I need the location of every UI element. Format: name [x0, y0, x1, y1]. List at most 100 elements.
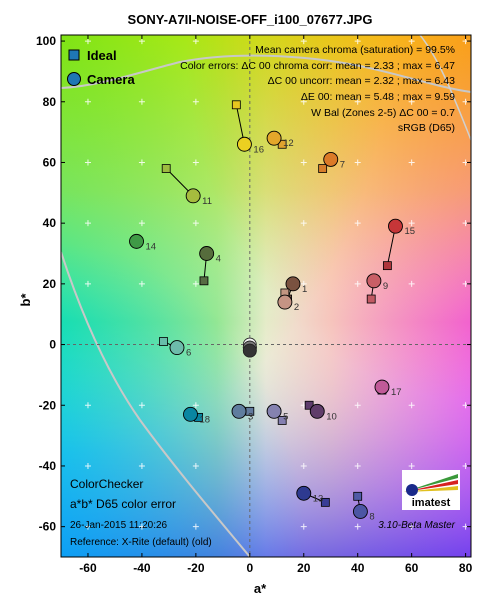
logo-globe-icon [406, 484, 418, 496]
camera-marker [352, 504, 368, 519]
camera-marker [366, 273, 382, 289]
ideal-marker [161, 164, 171, 173]
camera-marker [309, 403, 325, 419]
grid-marker [192, 98, 199, 105]
plot-background [61, 35, 471, 557]
ideal-marker [318, 164, 328, 173]
stat-line-4: ΔE 00: mean = 5.48 ; max = 9.59 [301, 91, 455, 103]
camera-marker [374, 379, 390, 395]
corner-title: ColorChecker [70, 477, 143, 491]
grid-marker [138, 38, 145, 45]
grid-marker [138, 220, 145, 227]
legend-camera-circle-icon [67, 72, 81, 86]
grid-marker [408, 159, 415, 166]
camera-marker [266, 130, 282, 146]
camera-marker [236, 136, 252, 152]
grid-marker [138, 462, 145, 469]
patch-label: 15 [404, 226, 415, 237]
grid-marker [84, 98, 91, 105]
x-axis-title: a* [254, 581, 267, 596]
legend-ideal-label: Ideal [87, 48, 117, 63]
grid-marker [300, 220, 307, 227]
grid-marker [300, 38, 307, 45]
logo-stripe-green [404, 474, 458, 492]
legend-camera-label: Camera [87, 72, 135, 87]
y-tick-label: -40 [39, 459, 57, 473]
corner-subtitle: a*b* D65 color error [70, 497, 176, 511]
grid-marker [192, 402, 199, 409]
grid-marker [354, 38, 361, 45]
grid-marker [408, 98, 415, 105]
camera-marker [169, 340, 185, 356]
stat-line-3: ΔC 00 uncorr: mean = 2.32 ; max = 6.43 [268, 75, 456, 87]
grid-marker [84, 462, 91, 469]
grid-marker [354, 159, 361, 166]
gamut-boundary-left [61, 251, 251, 557]
patch-label: 2 [294, 302, 299, 313]
grid [61, 35, 471, 557]
y-tick-label: 0 [49, 338, 56, 352]
camera-marker [129, 233, 144, 249]
patch-label: 3 [248, 411, 253, 422]
grid-marker [408, 38, 415, 45]
reference-note: Reference: X-Rite (default) (old) [70, 537, 212, 548]
grid-marker [408, 402, 415, 409]
y-tick-label: 80 [43, 95, 57, 109]
ideal-marker [199, 276, 209, 286]
camera-marker [199, 246, 215, 261]
grid-marker [300, 462, 307, 469]
ideal-marker [366, 294, 376, 304]
camera-marker [296, 485, 312, 501]
grid-marker [354, 220, 361, 227]
y-tick-label: -60 [39, 520, 57, 534]
grid-marker [300, 98, 307, 105]
grid-marker [354, 280, 361, 287]
gamut-boundary-right [419, 35, 471, 141]
patch-label: 5 [283, 411, 288, 422]
grid-marker [408, 462, 415, 469]
x-tick-label: 40 [351, 561, 365, 575]
patch-label: 14 [146, 241, 157, 252]
grid-marker [354, 523, 361, 530]
camera-marker [285, 276, 301, 292]
camera-marker [277, 294, 293, 310]
camera-marker [266, 403, 282, 419]
grid-marker [84, 159, 91, 166]
y-tick-label: -20 [39, 398, 57, 412]
camera-marker [185, 188, 201, 204]
stat-line-1: Mean camera chroma (saturation) = 99.5% [255, 44, 455, 56]
grid-marker [138, 523, 145, 530]
patch-label: 1 [302, 284, 307, 295]
grid-marker [354, 402, 361, 409]
patch-label: 4 [216, 254, 221, 265]
y-axis-title: b* [18, 293, 33, 307]
grid-marker [408, 220, 415, 227]
grid-marker [300, 159, 307, 166]
x-tick-label: -40 [133, 561, 151, 575]
y-tick-label: 40 [43, 216, 57, 230]
patch-label: 12 [283, 138, 294, 149]
patch-label: 10 [326, 411, 337, 422]
grid-marker [192, 523, 199, 530]
grid-marker [192, 159, 199, 166]
stat-line-2: Color errors: ΔC 00 chroma corr: mean = … [180, 60, 455, 72]
ideal-marker [382, 261, 392, 271]
grid-marker [138, 280, 145, 287]
camera-marker [231, 403, 247, 419]
stat-line-6: sRGB (D65) [398, 122, 455, 134]
imatest-logo: imatest [402, 470, 460, 510]
grid-marker [138, 402, 145, 409]
ideal-marker [159, 337, 168, 346]
grid-marker [138, 98, 145, 105]
grid-marker [192, 220, 199, 227]
grid-marker [300, 523, 307, 530]
ideal-marker [320, 497, 330, 507]
grid-marker [300, 280, 307, 287]
neutral-patch-marker [242, 343, 257, 358]
gamut-boundary-top [61, 54, 471, 93]
grid-marker [408, 523, 415, 530]
ideal-marker [277, 416, 287, 425]
patch-label: 18 [199, 414, 210, 425]
corner-info: ColorChecker a*b* D65 color error 26-Jan… [70, 477, 456, 548]
